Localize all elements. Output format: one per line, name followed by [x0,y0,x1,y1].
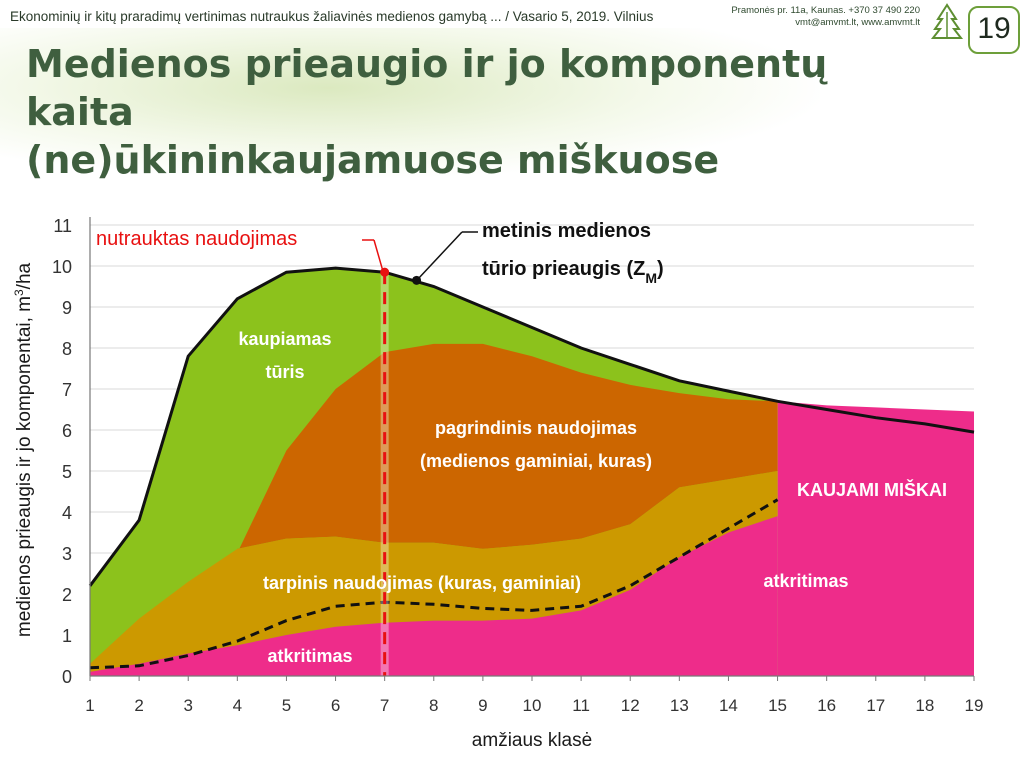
y-axis-label: medienos prieaugis ir jo komponentai, m3… [12,262,35,637]
total-growth-line [88,266,975,587]
x-tick-label-3: 3 [183,696,192,715]
address-line-2: vmt@amvmt.lt, www.amvmt.lt [795,17,920,28]
x-tick-label-12: 12 [621,696,640,715]
cutoff-label: nutrauktas naudojimas [96,228,297,250]
x-tick-label-11: 11 [572,696,590,715]
accumulated-label-1: kaupiamas [238,329,331,349]
chart-areas [90,268,974,676]
x-tick-label-2: 2 [134,696,143,715]
managed-forests-area [777,401,974,676]
x-tick-label-13: 13 [670,696,689,715]
y-axis-label-end: /ha [14,262,35,289]
y-tick-label-2: 2 [62,585,72,605]
intermediate-use-area [90,471,778,672]
managed-forests-label: KAUJAMI MIŠKAI [797,479,947,500]
accumulated-label-2: tūris [265,362,304,382]
growth-label-line-1: metinis medienos [482,220,651,242]
x-tick-label-7: 7 [380,696,389,715]
growth-leader-d [418,231,463,279]
x-tick-label-4: 4 [233,696,242,715]
x-tick-label-5: 5 [282,696,291,715]
growth-label-line-2: tūrio prieaugis (ZM) [482,258,664,286]
x-tick-label-9: 9 [478,696,487,715]
y-tick-label-7: 7 [62,380,72,400]
x-tick-label-8: 8 [429,696,438,715]
growth-label-sub: M [645,270,657,286]
title-glow [0,28,820,178]
x-tick-label-17: 17 [866,696,885,715]
x-tick-label-19: 19 [965,696,984,715]
title-line-1: Medienos prieaugio ir jo komponentų kait… [26,42,828,134]
y-tick-label-9: 9 [62,298,72,318]
address-line-1: Pramonės pr. 11a, Kaunas. +370 37 490 22… [731,5,920,16]
main-use-label-1: pagrindinis naudojimas [435,418,637,438]
chart-lines [88,231,975,676]
conference-topline: Ekonominių ir kitų praradimų vertinimas … [10,9,654,24]
y-axis-label-main: medienos prieaugis ir jo komponentai, m [14,296,35,637]
main-use-label-2: (medienos gaminiai, kuras) [420,451,652,471]
x-tick-label-16: 16 [817,696,836,715]
slide-number: 19 [968,6,1020,54]
y-tick-label-5: 5 [62,462,72,482]
intermediate-use-label: tarpinis naudojimas (kuras, gaminiai) [263,573,581,593]
x-tick-label-14: 14 [719,696,738,715]
y-tick-label-10: 10 [52,257,72,277]
header-bar: Ekonominių ir kitų praradimų vertinimas … [0,0,1024,54]
mortality-label-left: atkritimas [267,646,352,666]
x-tick-label-18: 18 [915,696,934,715]
x-axis-label: amžiaus klasė [472,730,592,751]
mortality-label-right: atkritimas [763,571,848,591]
growth-label-end: ) [657,258,664,280]
x-tick-label-6: 6 [331,696,340,715]
institute-logo-icon [930,3,964,39]
y-tick-label-3: 3 [62,544,72,564]
y-axis-label-sup: 3 [12,289,26,296]
unmanaged-mortality-line [89,498,779,670]
y-tick-label-0: 0 [62,667,72,687]
y-tick-label-8: 8 [62,339,72,359]
x-tick-label-15: 15 [768,696,787,715]
growth-label-main: tūrio prieaugis (Z [482,258,645,280]
cutoff-leader-d [373,239,384,271]
y-tick-label-11: 11 [53,216,72,236]
y-tick-label-4: 4 [62,503,72,523]
institute-address: Pramonės pr. 11a, Kaunas. +370 37 490 22… [731,5,920,29]
cutoff-point [380,267,390,277]
y-tick-label-1: 1 [62,626,72,646]
x-tick-label-1: 1 [85,696,94,715]
y-tick-label-6: 6 [62,421,72,441]
title-line-2: (ne)ūkininkaujamuose miškuose [26,138,720,182]
mortality-area [90,516,778,676]
x-tick-label-10: 10 [523,696,542,715]
main-use-area [237,343,778,553]
page-title: Medienos prieaugio ir jo komponentų kait… [26,40,926,184]
